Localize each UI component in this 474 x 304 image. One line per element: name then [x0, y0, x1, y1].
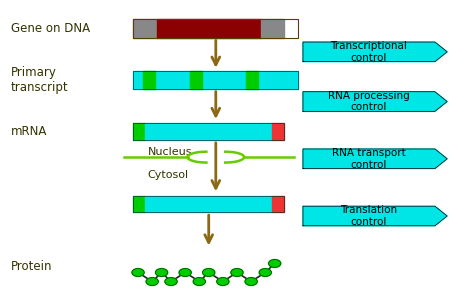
Text: mRNA: mRNA	[11, 125, 47, 138]
Text: Transcriptional
control: Transcriptional control	[330, 41, 407, 63]
Circle shape	[269, 260, 281, 268]
Bar	[133, 19, 298, 37]
Circle shape	[165, 278, 177, 285]
Text: Gene on DNA: Gene on DNA	[11, 22, 90, 35]
Polygon shape	[303, 206, 447, 226]
Bar	[261, 19, 284, 37]
Bar	[133, 123, 145, 140]
Circle shape	[179, 268, 191, 276]
Polygon shape	[303, 42, 447, 62]
Text: RNA transport
control: RNA transport control	[332, 148, 406, 170]
Bar	[157, 19, 261, 37]
Circle shape	[259, 268, 272, 276]
Circle shape	[231, 268, 243, 276]
Text: Primary
transcript: Primary transcript	[11, 66, 68, 94]
Bar	[190, 71, 201, 89]
Circle shape	[202, 268, 215, 276]
Circle shape	[132, 268, 144, 276]
Bar	[273, 123, 284, 140]
Bar	[143, 71, 155, 89]
Bar	[133, 196, 145, 212]
Circle shape	[217, 278, 229, 285]
Circle shape	[245, 278, 257, 285]
Polygon shape	[303, 149, 447, 168]
Text: Translation
control: Translation control	[340, 205, 398, 227]
Bar	[133, 71, 298, 89]
Bar	[133, 19, 157, 37]
Text: Cytosol: Cytosol	[147, 170, 189, 180]
Circle shape	[155, 268, 168, 276]
Bar	[273, 196, 284, 212]
Text: RNA processing
control: RNA processing control	[328, 91, 410, 112]
Text: Protein: Protein	[11, 260, 52, 273]
Bar	[145, 123, 273, 140]
Circle shape	[193, 278, 205, 285]
Bar	[145, 196, 273, 212]
Text: Nucleus: Nucleus	[147, 147, 192, 157]
Bar	[133, 123, 284, 140]
Bar	[133, 71, 298, 89]
Polygon shape	[303, 92, 447, 111]
Bar	[246, 71, 258, 89]
Circle shape	[146, 278, 158, 285]
Bar	[133, 196, 284, 212]
